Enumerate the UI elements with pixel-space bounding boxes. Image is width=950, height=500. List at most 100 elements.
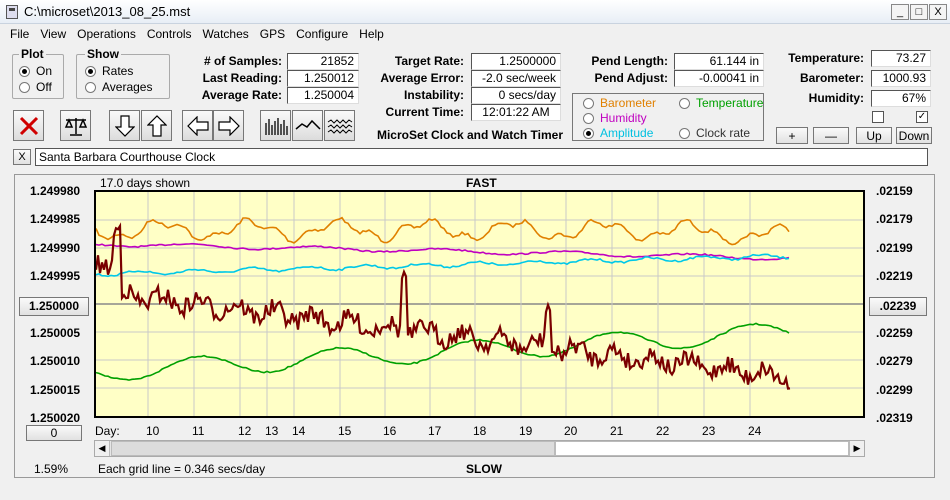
y-tick-left: 1.250015 [30, 383, 81, 397]
day-tick: 13 [265, 424, 279, 438]
x-icon [19, 116, 38, 135]
show-averages-radio[interactable]: Averages [85, 79, 161, 95]
move-up-button[interactable] [141, 110, 172, 141]
app-name: MicroSet Clock and Watch Timer [376, 128, 564, 142]
y-tick-right: .02219 [876, 269, 913, 283]
maximize-button[interactable]: □ [910, 4, 928, 20]
plot-svg [96, 192, 863, 416]
menu-watches[interactable]: Watches [202, 27, 249, 41]
watch-name-field[interactable]: Santa Barbara Courthouse Clock [35, 148, 928, 166]
noise-icon [327, 118, 352, 134]
menu-help[interactable]: Help [359, 27, 384, 41]
overlay-temperature-radio[interactable]: Temperature [679, 95, 763, 111]
balance-button[interactable] [60, 110, 91, 141]
last-reading-label: Last Reading: [202, 71, 282, 85]
day-tick: 24 [748, 424, 762, 438]
minimize-button[interactable]: _ [891, 4, 909, 20]
show-rates-radio[interactable]: Rates [85, 63, 161, 79]
y-tick-right: .02279 [876, 354, 913, 368]
scroll-thumb[interactable] [555, 441, 849, 456]
horizontal-scrollbar[interactable]: ◀ ▶ [94, 440, 865, 457]
slow-label: SLOW [466, 462, 502, 476]
overlay-clock-rate-radio[interactable]: Clock rate [679, 125, 750, 141]
line-plot-button[interactable] [292, 110, 323, 141]
menu-configure[interactable]: Configure [296, 27, 349, 41]
center-right-button[interactable]: .02239 [869, 297, 927, 316]
current-time-label: Current Time: [385, 105, 464, 119]
show-group-label: Show [87, 47, 119, 61]
move-left-button[interactable] [182, 110, 213, 141]
plot-off-radio[interactable]: Off [19, 79, 57, 95]
radio-dot [85, 65, 96, 77]
plot-group: Plot On Off [12, 47, 64, 99]
zero-button[interactable]: 0 [26, 425, 82, 441]
menu-bar: File View Operations Controls Watches GP… [0, 24, 950, 44]
title-bar [0, 0, 950, 24]
samples-label: # of Samples: [203, 54, 282, 68]
overlay-clock-rate-label: Clock rate [696, 126, 751, 140]
menu-operations[interactable]: Operations [77, 27, 136, 41]
menu-file[interactable]: File [10, 27, 30, 41]
clear-data-button[interactable] [13, 110, 44, 141]
bar-plot-button[interactable] [260, 110, 291, 141]
arrow-down-icon [114, 114, 135, 137]
grid-note: Each grid line = 0.346 secs/day [98, 462, 266, 476]
humidity-series [96, 242, 790, 261]
zoom-in-button[interactable]: + [776, 127, 808, 144]
scroll-left-icon[interactable]: ◀ [95, 441, 110, 456]
y-tick-right: .02159 [876, 184, 913, 198]
overlay-amplitude-radio[interactable]: Amplitude [583, 125, 653, 141]
close-watch-button[interactable]: X [13, 149, 31, 165]
arrow-right-icon [217, 115, 240, 136]
rate-series [96, 222, 791, 390]
radio-dot [19, 81, 30, 93]
center-left-button[interactable]: 1.250000 [19, 297, 89, 316]
pend-adjust-value[interactable]: -0.00041 in [674, 70, 764, 87]
current-time-value: 12:01:22 AM [471, 104, 561, 121]
move-right-button[interactable] [213, 110, 244, 141]
show-rates-label: Rates [102, 64, 134, 78]
day-tick: 21 [610, 424, 624, 438]
checkbox-left[interactable] [872, 111, 884, 123]
radio-dot [679, 97, 690, 109]
plot-on-radio[interactable]: On [19, 63, 57, 79]
show-group: Show Rates Averages [76, 47, 170, 99]
pend-adjust-label: Pend Adjust: [594, 71, 668, 85]
overlay-barometer-radio[interactable]: Barometer [583, 95, 656, 111]
scroll-down-button[interactable]: Down [896, 127, 932, 144]
barometer-series [96, 216, 790, 246]
show-averages-label: Averages [102, 80, 153, 94]
radio-dot [583, 112, 594, 124]
plot-on-label: On [36, 64, 53, 78]
overlay-selector: Barometer Temperature Humidity Amplitude… [572, 93, 764, 141]
checkbox-right[interactable]: ✓ [916, 111, 928, 123]
close-button[interactable]: X [929, 4, 947, 20]
overlay-humidity-radio[interactable]: Humidity [583, 110, 647, 126]
y-tick-right: .02259 [876, 326, 913, 340]
temperature-label: Temperature: [788, 51, 864, 65]
overlay-humidity-label: Humidity [600, 111, 647, 125]
scroll-right-icon[interactable]: ▶ [849, 441, 864, 456]
noise-plot-button[interactable] [324, 110, 355, 141]
y-tick-left: 1.250005 [30, 326, 81, 340]
average-error-value: -2.0 sec/week [471, 70, 561, 87]
instability-label: Instability: [403, 88, 464, 102]
menu-view[interactable]: View [40, 27, 67, 41]
amplitude-series [96, 253, 790, 278]
scroll-up-button[interactable]: Up [856, 127, 892, 144]
day-tick: 12 [238, 424, 252, 438]
overlay-amplitude-label: Amplitude [600, 126, 654, 140]
zoom-out-button[interactable]: — [813, 127, 849, 144]
overlay-barometer-label: Barometer [600, 96, 657, 110]
scroll-track[interactable] [111, 441, 555, 456]
move-down-button[interactable] [109, 110, 140, 141]
instability-value: 0 secs/day [471, 87, 561, 104]
day-tick: 23 [702, 424, 716, 438]
pend-length-value[interactable]: 61.144 in [674, 53, 764, 70]
balance-icon [64, 117, 87, 136]
menu-gps[interactable]: GPS [259, 27, 286, 41]
overlay-temperature-label: Temperature [696, 96, 764, 110]
day-tick: 14 [292, 424, 306, 438]
day-tick: 16 [383, 424, 397, 438]
menu-controls[interactable]: Controls [146, 27, 192, 41]
